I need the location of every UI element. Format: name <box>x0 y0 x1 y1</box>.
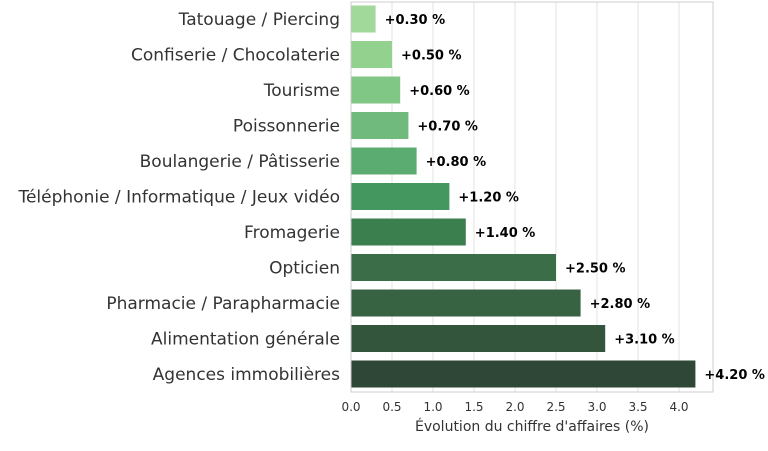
category-label: Téléphonie / Informatique / Jeux vidéo <box>17 188 340 208</box>
category-label: Agences immobilières <box>153 365 340 385</box>
value-label: +4.20 % <box>704 368 765 383</box>
bars-layer <box>351 5 696 388</box>
category-label: Opticien <box>269 259 340 279</box>
category-label: Pharmacie / Parapharmacie <box>106 294 340 314</box>
x-tick-label: 2.0 <box>505 400 524 414</box>
value-label: +0.70 % <box>417 120 478 135</box>
category-label: Fromagerie <box>244 223 340 243</box>
bar <box>351 41 392 68</box>
category-label: Alimentation générale <box>151 330 340 350</box>
bar <box>351 112 409 139</box>
value-label: +2.50 % <box>565 262 626 277</box>
bar <box>351 76 401 104</box>
bar <box>351 218 466 246</box>
category-label: Confiserie / Chocolaterie <box>131 46 340 66</box>
category-label: Tatouage / Piercing <box>178 10 340 30</box>
x-tick-label: 1.5 <box>464 400 483 414</box>
x-tick-label: 3.0 <box>587 400 606 414</box>
category-label: Tourisme <box>263 81 340 101</box>
value-label: +1.40 % <box>475 226 536 241</box>
bar <box>351 289 581 317</box>
x-tick-label: 4.0 <box>669 400 688 414</box>
bar <box>351 254 556 281</box>
x-tick-label: 2.5 <box>546 400 565 414</box>
x-tick-label: 1.0 <box>423 400 442 414</box>
value-label: +0.80 % <box>426 155 487 170</box>
x-axis: 0.0 0.5 1.0 1.5 2.0 2.5 3.0 3.5 4.0 <box>341 400 688 414</box>
bar <box>351 360 696 388</box>
x-tick-label: 3.5 <box>628 400 647 414</box>
bar <box>351 183 450 210</box>
value-label: +0.30 % <box>385 13 446 28</box>
x-tick-label: 0.0 <box>341 400 360 414</box>
bar <box>351 325 606 352</box>
bar <box>351 147 417 175</box>
plot-frame <box>350 1 714 393</box>
value-label: +0.60 % <box>409 84 470 99</box>
category-label: Poissonnerie <box>233 117 340 137</box>
x-tick-label: 0.5 <box>382 400 401 414</box>
labels-layer: Tatouage / Piercing +0.30 % Confiserie / C… <box>17 10 764 385</box>
value-label: +0.50 % <box>401 49 462 64</box>
bar <box>351 5 376 33</box>
value-label: +2.80 % <box>590 297 651 312</box>
category-label: Boulangerie / Pâtisserie <box>140 152 340 172</box>
value-label: +3.10 % <box>614 333 675 348</box>
value-label: +1.20 % <box>458 191 519 206</box>
x-axis-title: Évolution du chiffre d'affaires (%) <box>415 418 649 435</box>
